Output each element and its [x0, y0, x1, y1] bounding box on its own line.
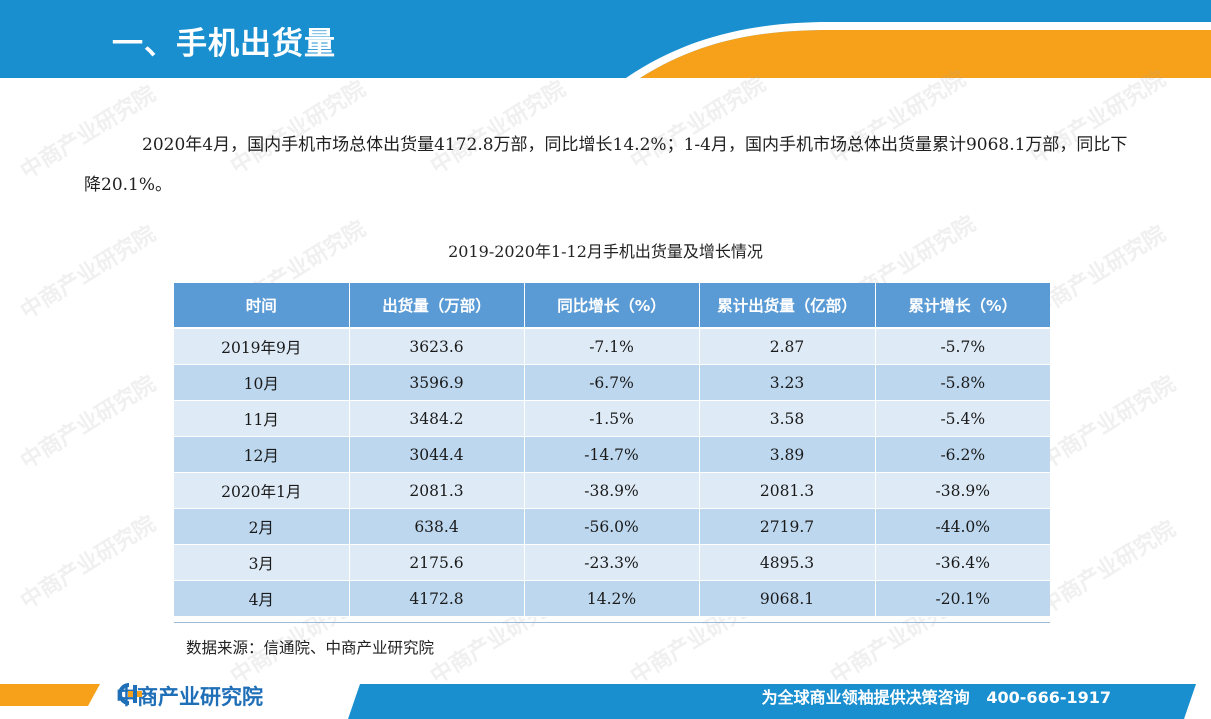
table-row: 12月 3044.4 -14.7% 3.89 -6.2% [174, 436, 1050, 473]
table-cell: -38.9% [524, 472, 700, 509]
table-cell: 2020年1月 [174, 472, 350, 509]
contact-phone: 400-666-1917 [986, 688, 1111, 707]
table-cell: -20.1% [875, 580, 1050, 617]
table-cell: 3.89 [699, 436, 876, 473]
table-cell: 2019年9月 [174, 328, 350, 365]
footer-band: 中商产业研究院 为全球商业领袖提供决策咨询 400-666-1917 [0, 682, 1211, 719]
table-cell: 2月 [174, 508, 350, 545]
table-cell: 3.23 [699, 364, 876, 401]
table-cell: 3.58 [699, 400, 876, 437]
table-cell: 12月 [174, 436, 350, 473]
table-cell: 3484.2 [349, 400, 525, 437]
page-title: 一、手机出货量 [112, 26, 336, 62]
column-header-time: 时间 [174, 283, 350, 329]
watermark: 中商产业研究院 [16, 371, 161, 475]
table-cell: 3044.4 [349, 436, 525, 473]
table-cell: 9068.1 [699, 580, 876, 617]
table-cell: 638.4 [349, 508, 525, 545]
table-cell: 4172.8 [349, 580, 525, 617]
footer-slogan: 为全球商业领袖提供决策咨询 400-666-1917 [762, 684, 1111, 708]
table-cell: 3623.6 [349, 328, 525, 365]
slogan-text: 为全球商业领袖提供决策咨询 [761, 688, 970, 707]
table-row: 10月 3596.9 -6.7% 3.23 -5.8% [174, 364, 1050, 401]
table-cell: 14.2% [524, 580, 700, 617]
brand-logo: 中商产业研究院 [116, 682, 263, 710]
table-row: 3月 2175.6 -23.3% 4895.3 -36.4% [174, 544, 1050, 581]
table-header-row: 时间 出货量（万部） 同比增长（%） 累计出货量（亿部） 累计增长（%） [174, 283, 1050, 329]
table-cell: -44.0% [875, 508, 1050, 545]
table-bottom-rule [174, 622, 1050, 623]
table-cell: -5.7% [875, 328, 1050, 365]
column-header-yoy-growth: 同比增长（%） [524, 283, 700, 329]
intro-paragraph: 2020年4月，国内手机市场总体出货量4172.8万部，同比增长14.2%；1-… [84, 135, 1128, 195]
brand-logo-icon [118, 683, 142, 705]
table-row: 2月 638.4 -56.0% 2719.7 -44.0% [174, 508, 1050, 545]
table-cell: -1.5% [524, 400, 700, 437]
table-cell: -6.7% [524, 364, 700, 401]
column-header-shipments: 出货量（万部） [349, 283, 525, 329]
table-row: 11月 3484.2 -1.5% 3.58 -5.4% [174, 400, 1050, 437]
table-title: 2019-2020年1-12月手机出货量及增长情况 [448, 242, 763, 261]
table-cell: -23.3% [524, 544, 700, 581]
table-cell: 2175.6 [349, 544, 525, 581]
table-cell: 2719.7 [699, 508, 876, 545]
footer-background [0, 684, 1196, 719]
table-cell: 2081.3 [349, 472, 525, 509]
watermark: 中商产业研究院 [1036, 516, 1181, 620]
table-cell: 3月 [174, 544, 350, 581]
watermark: 中商产业研究院 [1036, 371, 1181, 475]
table-cell: -7.1% [524, 328, 700, 365]
shipment-table: 时间 出货量（万部） 同比增长（%） 累计出货量（亿部） 累计增长（%） 201… [174, 283, 1050, 617]
header-background [0, 0, 1211, 78]
data-source: 数据来源：信通院、中商产业研究院 [186, 639, 435, 657]
table-cell: 10月 [174, 364, 350, 401]
watermark: 中商产业研究院 [16, 511, 161, 615]
table-cell: -5.8% [875, 364, 1050, 401]
watermark: 中商产业研究院 [16, 221, 161, 325]
table-cell: 2.87 [699, 328, 876, 365]
table-cell: 4895.3 [699, 544, 876, 581]
table-cell: -5.4% [875, 400, 1050, 437]
table-cell: -56.0% [524, 508, 700, 545]
column-header-cumulative-growth: 累计增长（%） [875, 283, 1050, 329]
table-cell: -38.9% [875, 472, 1050, 509]
table-row: 4月 4172.8 14.2% 9068.1 -20.1% [174, 580, 1050, 617]
table-cell: 4月 [174, 580, 350, 617]
table-cell: -36.4% [875, 544, 1050, 581]
table-cell: 11月 [174, 400, 350, 437]
table-cell: 2081.3 [699, 472, 876, 509]
column-header-cumulative-shipments: 累计出货量（亿部） [699, 283, 876, 329]
table-row: 2020年1月 2081.3 -38.9% 2081.3 -38.9% [174, 472, 1050, 509]
table-cell: -6.2% [875, 436, 1050, 473]
table-cell: 3596.9 [349, 364, 525, 401]
header-band: 一、手机出货量 [0, 0, 1211, 78]
table-cell: -14.7% [524, 436, 700, 473]
table-row: 2019年9月 3623.6 -7.1% 2.87 -5.7% [174, 328, 1050, 365]
